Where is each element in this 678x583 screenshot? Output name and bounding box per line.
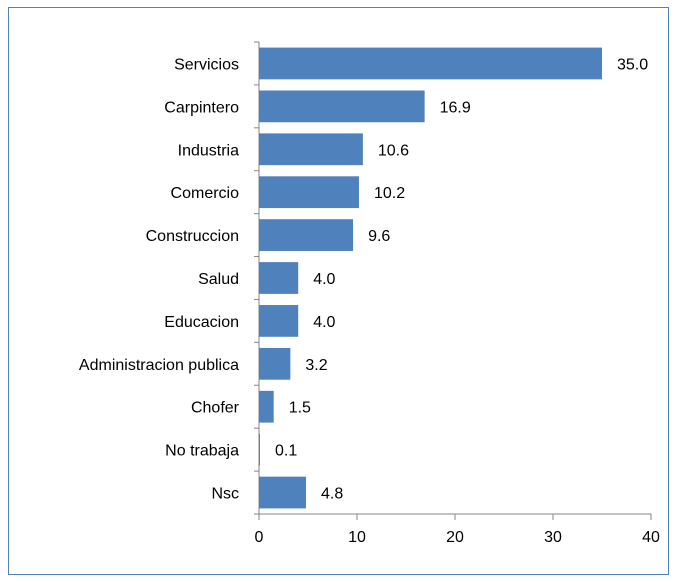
data-label: 9.6 [368,228,390,245]
category-label: Salud [198,271,239,288]
data-label: 4.0 [313,271,335,288]
category-label: Nsc [211,486,239,503]
bar-1 [259,90,425,123]
x-tick-label: 20 [446,529,464,546]
bar-0 [259,47,602,80]
bar-3 [259,176,359,209]
category-label: Carpintero [164,99,239,116]
data-label: 0.1 [275,443,297,460]
data-label: 16.9 [440,99,471,116]
x-tick-label: 10 [348,529,366,546]
category-label: Educacion [164,314,239,331]
bar-7 [259,347,291,380]
x-tick-label: 30 [544,529,562,546]
bar-8 [259,390,274,423]
category-label: Servicios [174,56,239,73]
data-label: 4.0 [313,314,335,331]
category-label: Chofer [191,400,240,417]
bar-2 [259,133,363,166]
data-label: 10.6 [378,142,409,159]
bar-5 [259,262,299,294]
x-tick-label: 40 [642,529,660,546]
bar-6 [259,305,299,337]
category-label: Industria [178,142,239,159]
data-label: 35.0 [617,56,648,73]
data-label: 3.2 [305,357,327,374]
bar-9 [259,433,260,466]
data-label: 4.8 [321,486,343,503]
bar-4 [259,219,354,251]
category-label: Administracion publica [79,357,239,374]
category-label: No trabaja [165,443,239,460]
category-label: Comercio [171,185,240,202]
data-label: 1.5 [289,400,311,417]
category-label: Construccion [146,228,239,245]
x-tick-label: 0 [255,529,264,546]
bar-10 [259,476,307,509]
data-label: 10.2 [374,185,405,202]
